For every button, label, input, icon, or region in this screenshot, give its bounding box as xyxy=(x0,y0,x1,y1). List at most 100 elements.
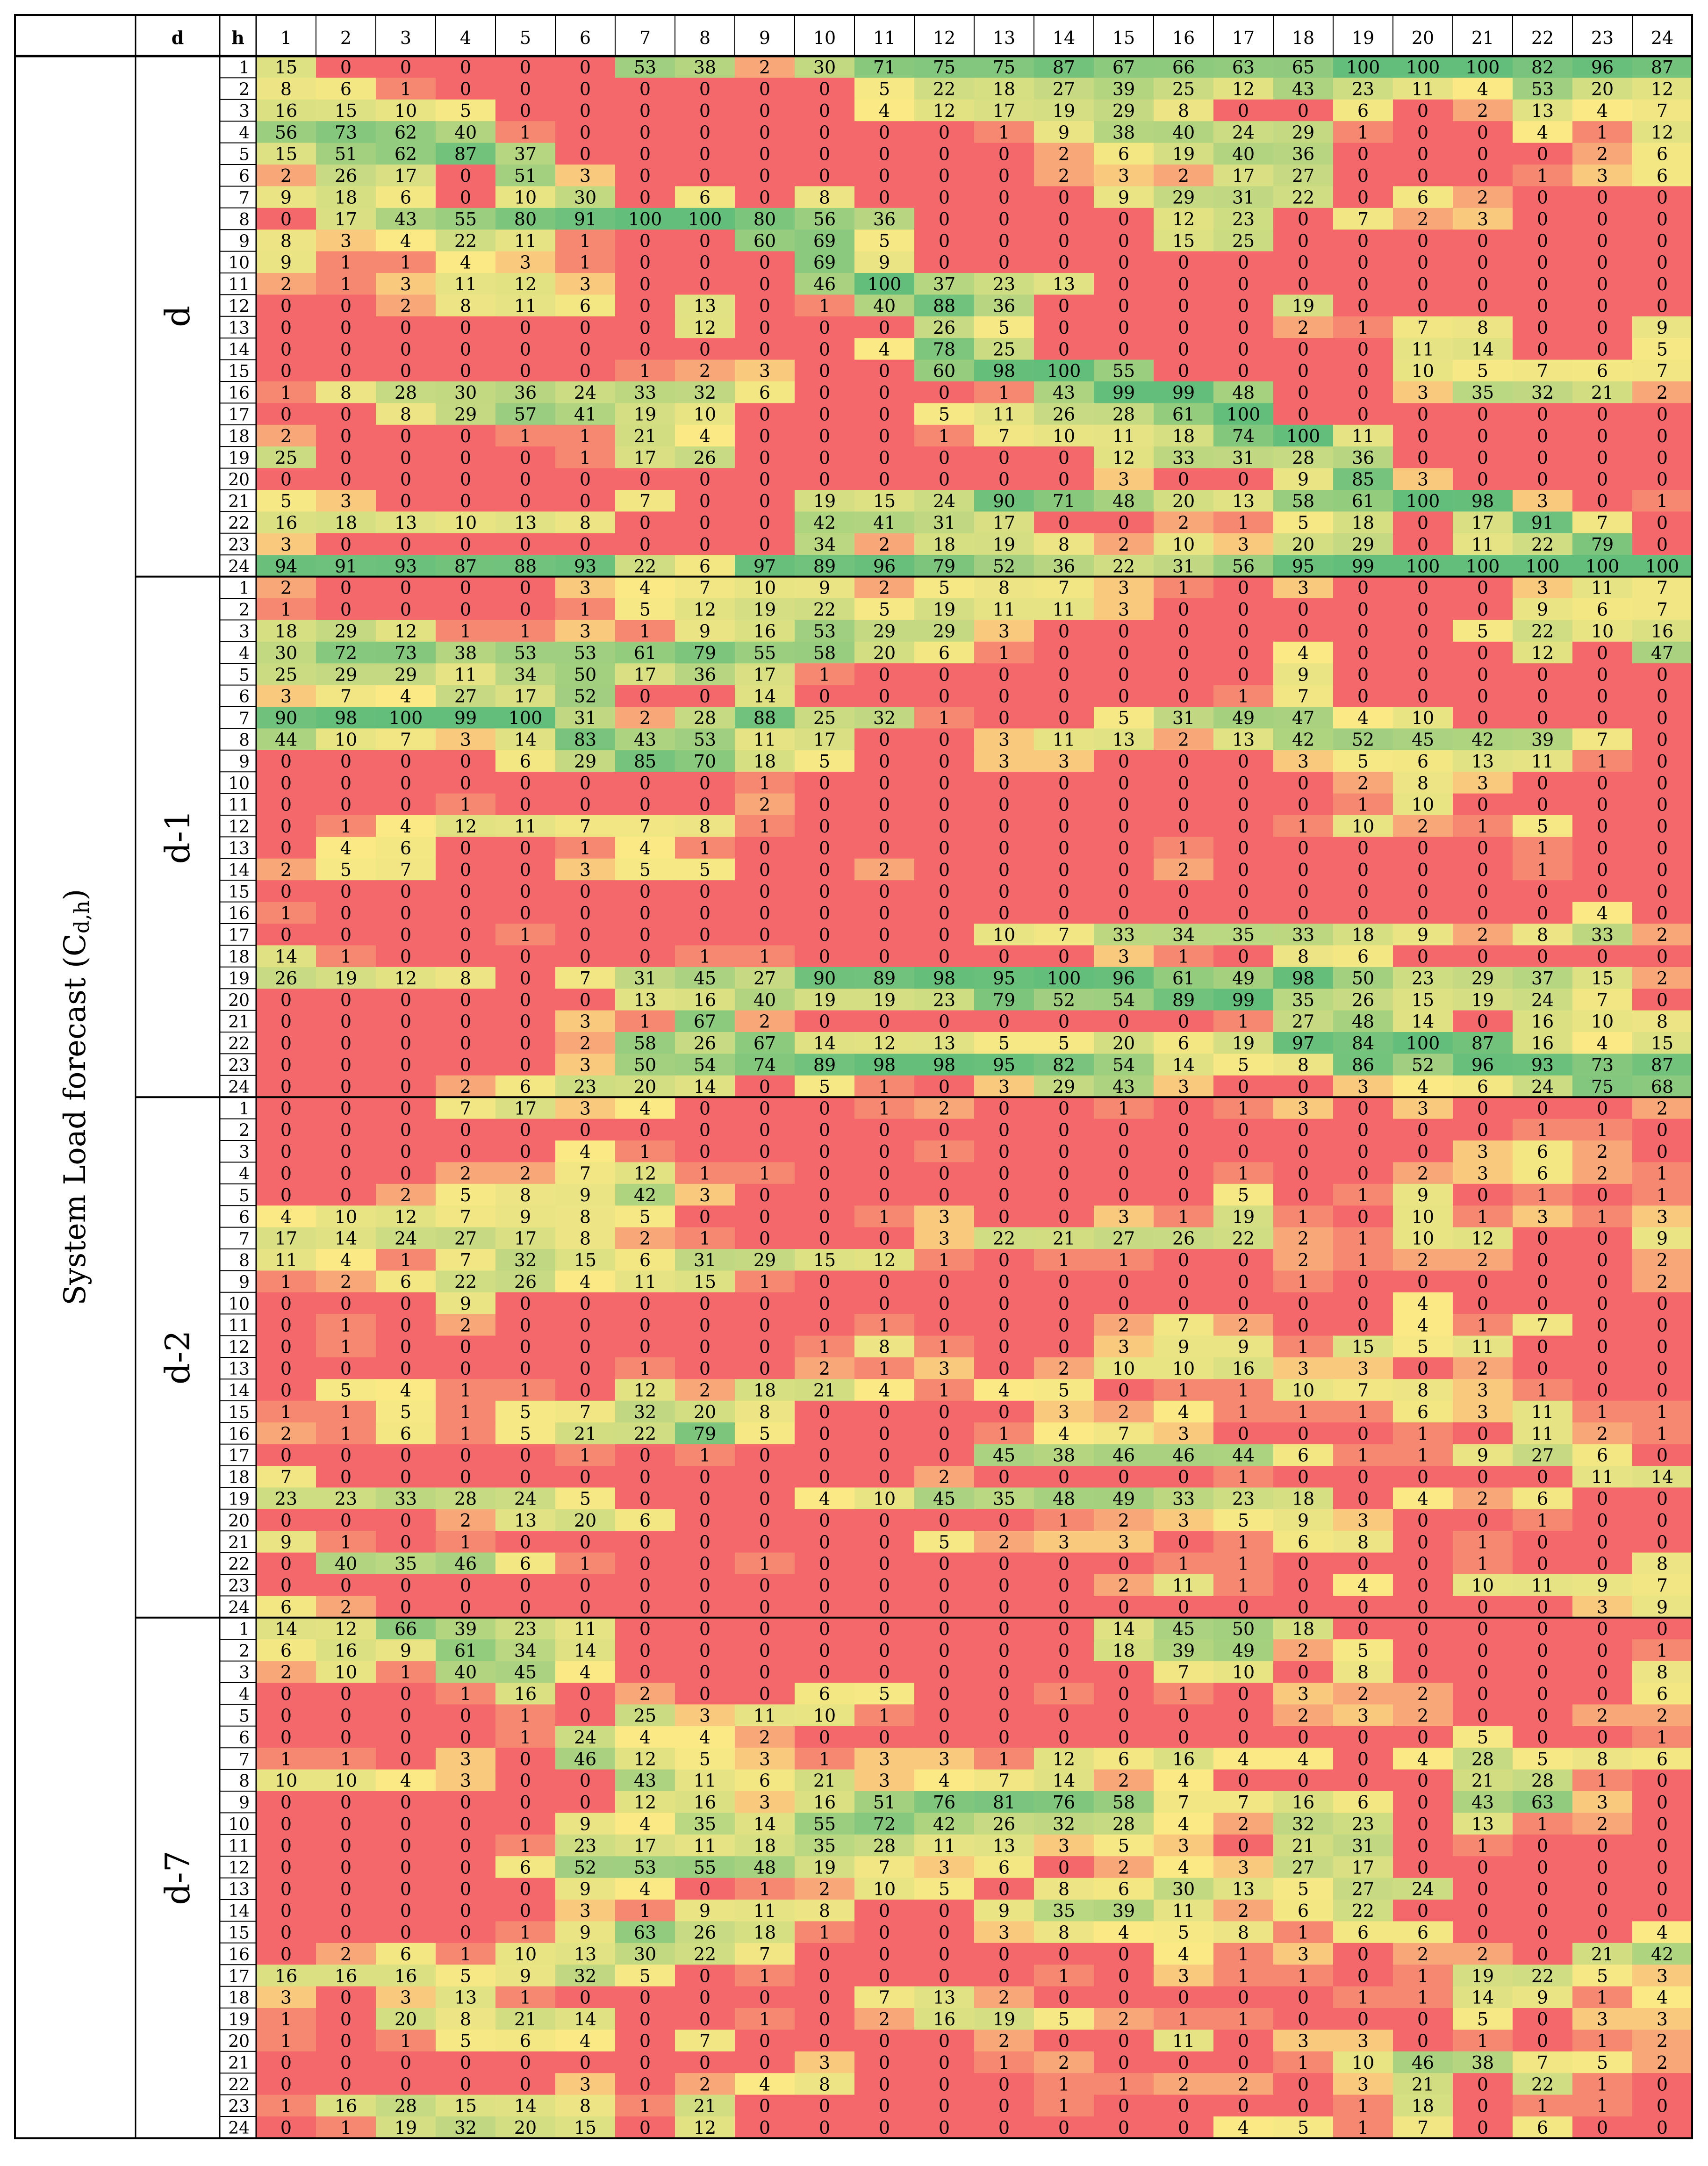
cell-value-label: 0 xyxy=(699,165,710,186)
cell-value-label: 3 xyxy=(460,1749,471,1769)
cell-value-label: 1 xyxy=(1537,1380,1548,1401)
cell-value-label: 5 xyxy=(998,317,1010,338)
hour-label: 6 xyxy=(239,1728,250,1748)
cell-value-label: 1 xyxy=(340,252,352,273)
cell-value-label: 0 xyxy=(580,903,591,924)
cell-value-label: 0 xyxy=(1537,903,1548,924)
cell-value-label: 1 xyxy=(1238,1098,1249,1119)
cell-value-label: 70 xyxy=(694,751,716,772)
cell-value-label: 1 xyxy=(1537,2096,1548,2116)
cell-value-label: 98 xyxy=(1471,491,1494,511)
cell-value-label: 0 xyxy=(879,1575,890,1596)
cell-value-label: 5 xyxy=(1238,1510,1249,1531)
cell-value-label: 0 xyxy=(1298,881,1309,902)
cell-value-label: 0 xyxy=(639,296,651,316)
cell-value-label: 0 xyxy=(819,773,830,793)
cell-value-label: 0 xyxy=(998,708,1010,728)
cell-value-label: 19 xyxy=(1172,144,1195,165)
cell-value-label: 10 xyxy=(335,1206,357,1227)
cell-value-label: 3 xyxy=(400,1987,411,2008)
cell-value-label: 18 xyxy=(1412,2096,1434,2116)
cell-value-label: 0 xyxy=(460,1011,471,1032)
cell-value-label: 0 xyxy=(280,2074,292,2094)
cell-value-label: 0 xyxy=(460,426,471,446)
cell-value-label: 0 xyxy=(1058,947,1069,967)
cell-value-label: 30 xyxy=(1172,1879,1195,1900)
cell-value-label: 0 xyxy=(400,1901,411,1921)
heatmap-cell xyxy=(1273,99,1334,122)
cell-value-label: 0 xyxy=(580,1358,591,1379)
heatmap-cell xyxy=(1213,99,1274,122)
cell-value-label: 0 xyxy=(1178,339,1189,359)
cell-value-label: 85 xyxy=(1352,469,1374,490)
cell-value-label: 20 xyxy=(514,2117,537,2138)
cell-value-label: 0 xyxy=(1537,2009,1548,2030)
cell-value-label: 1 xyxy=(759,1163,770,1184)
cell-value-label: 13 xyxy=(1053,274,1075,294)
cell-value-label: 31 xyxy=(933,513,955,533)
heatmap-cell xyxy=(316,78,376,100)
cell-value-label: 1 xyxy=(400,2031,411,2051)
cell-value-label: 3 xyxy=(1118,1532,1129,1552)
heatmap-cell xyxy=(436,251,496,273)
cell-value-label: 1 xyxy=(1238,1467,1249,1487)
cell-value-label: 0 xyxy=(1118,296,1129,316)
cell-value-label: 0 xyxy=(520,2052,531,2073)
cell-value-label: 0 xyxy=(819,361,830,381)
cell-value-label: 3 xyxy=(1357,2031,1369,2051)
cell-value-label: 2 xyxy=(1657,968,1668,989)
cell-value-label: 0 xyxy=(879,2117,890,2138)
cell-value-label: 0 xyxy=(939,1402,950,1422)
cell-value-label: 21 xyxy=(1412,2074,1434,2094)
cell-value-label: 0 xyxy=(460,1922,471,1943)
cell-value-label: 48 xyxy=(754,1857,776,1878)
hour-label: 24 xyxy=(228,1599,250,1618)
cell-value-label: 1 xyxy=(759,947,770,967)
cell-value-label: 0 xyxy=(400,1337,411,1357)
cell-value-label: 11 xyxy=(514,296,537,316)
cell-value-label: 0 xyxy=(939,1575,950,1596)
cell-value-label: 85 xyxy=(634,751,656,772)
heatmap-cell xyxy=(1513,165,1573,186)
cell-value-label: 26 xyxy=(1352,990,1374,1010)
cell-value-label: 0 xyxy=(939,1272,950,1292)
heatmap-cell xyxy=(1034,165,1094,186)
cell-value-label: 7 xyxy=(340,686,352,707)
heatmap-cell xyxy=(1632,143,1693,165)
cell-value-label: 0 xyxy=(1298,339,1309,359)
hour-label: 21 xyxy=(228,2054,250,2073)
cell-value-label: 8 xyxy=(1298,1055,1309,1076)
cell-value-label: 79 xyxy=(993,990,1015,1010)
cell-value-label: 0 xyxy=(1477,1662,1488,1683)
cell-value-label: 0 xyxy=(1597,404,1608,425)
cell-value-label: 1 xyxy=(1417,1445,1428,1466)
cell-value-label: 99 xyxy=(454,708,477,728)
heatmap-cell xyxy=(735,208,795,230)
cell-value-label: 1 xyxy=(460,1423,471,1444)
cell-value-label: 6 xyxy=(1657,1684,1668,1704)
cell-value-label: 87 xyxy=(454,144,477,165)
cell-value-label: 100 xyxy=(1406,491,1440,511)
cell-value-label: 0 xyxy=(1657,1358,1668,1379)
cell-value-label: 0 xyxy=(340,1836,352,1856)
cell-value-label: 0 xyxy=(1477,1120,1488,1140)
cell-value-label: 9 xyxy=(1417,1185,1428,1205)
cell-value-label: 100 xyxy=(688,209,722,230)
cell-value-label: 0 xyxy=(1657,1120,1668,1140)
cell-value-label: 0 xyxy=(460,1792,471,1813)
cell-value-label: 8 xyxy=(460,968,471,989)
cell-value-label: 10 xyxy=(1412,708,1434,728)
cell-value-label: 0 xyxy=(1357,296,1369,316)
cell-value-label: 3 xyxy=(1597,2009,1608,2030)
cell-value-label: 3 xyxy=(1118,165,1129,186)
cell-value-label: 0 xyxy=(1597,773,1608,793)
cell-value-label: 0 xyxy=(1357,686,1369,707)
cell-value-label: 0 xyxy=(759,447,770,468)
cell-value-label: 19 xyxy=(395,2117,417,2138)
cell-value-label: 6 xyxy=(939,643,950,663)
heatmap-cell xyxy=(854,56,915,78)
cell-value-label: 6 xyxy=(1417,1402,1428,1422)
cell-value-label: 10 xyxy=(1591,621,1614,642)
cell-value-label: 0 xyxy=(1058,1185,1069,1205)
cell-value-label: 45 xyxy=(514,1662,537,1683)
